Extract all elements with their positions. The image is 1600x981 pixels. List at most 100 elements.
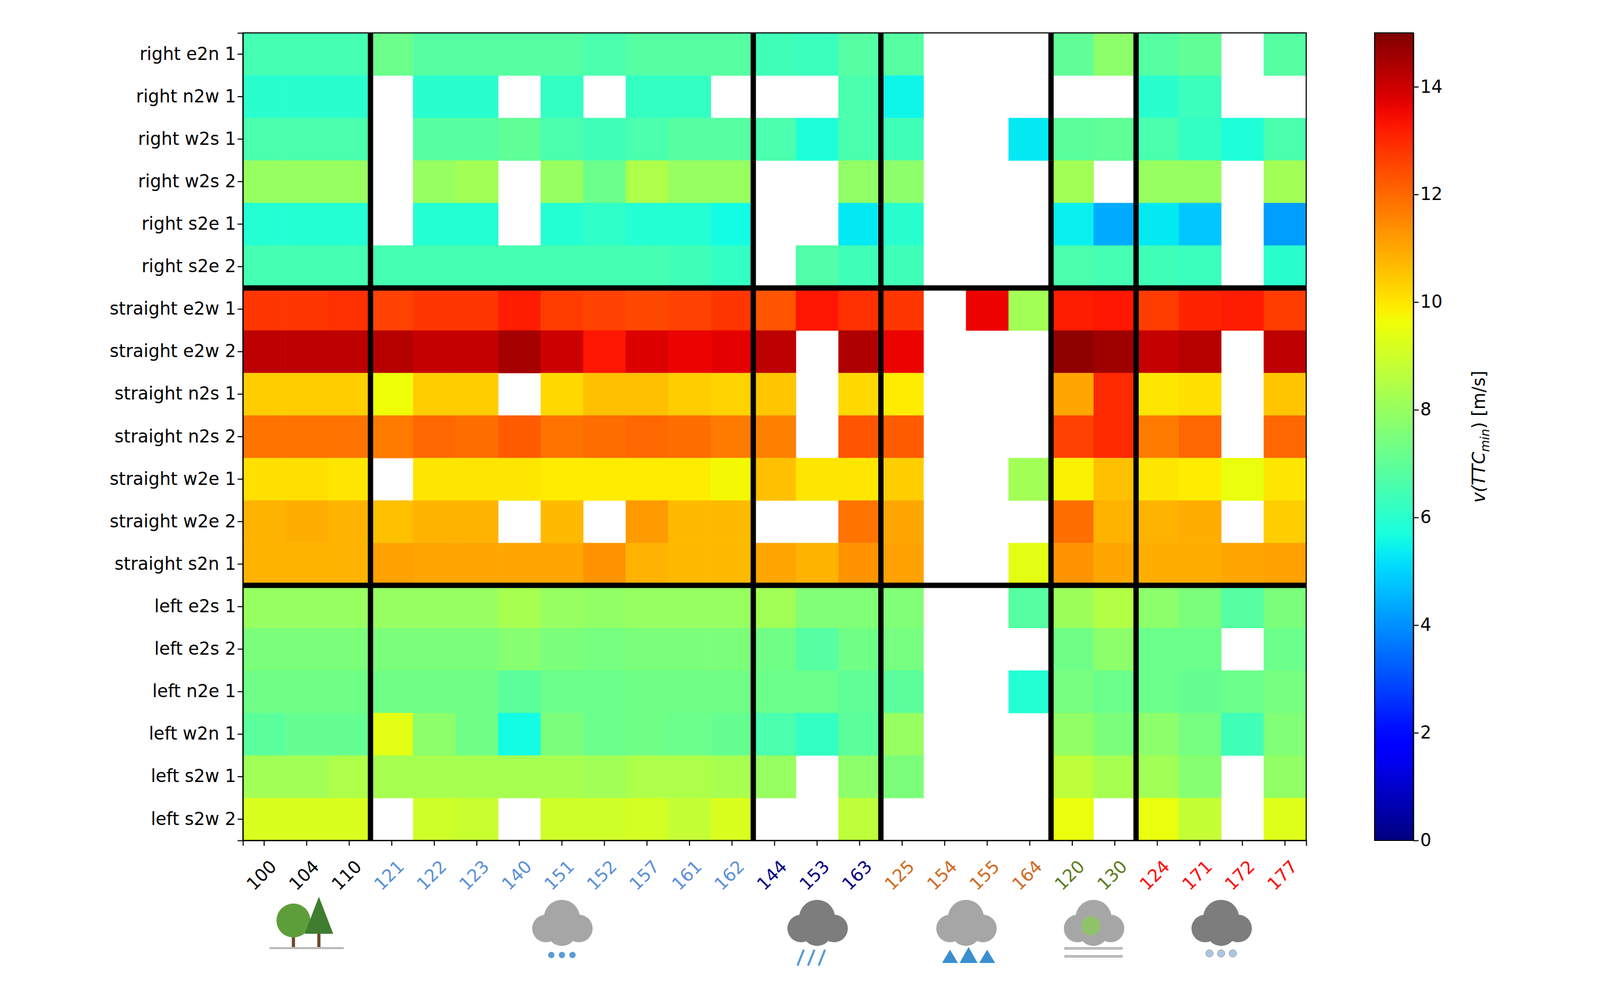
heat-cell [710,797,754,841]
heat-cell [413,500,457,544]
heat-cell [583,797,627,841]
heat-cell [1008,117,1052,161]
heat-cell [1051,245,1095,289]
heat-cell [838,287,882,331]
heat-cell [242,500,286,544]
y-tick-mark [237,393,243,395]
heat-cell [540,627,584,671]
x-tick-mark [986,840,989,846]
heat-cell [455,415,499,459]
heat-cell [583,712,627,756]
heat-cell [710,500,754,544]
colorbar-tick-mark [1413,301,1419,303]
plot-frame [242,32,1307,841]
heat-cell [370,627,414,671]
heat-cell [540,160,584,204]
heat-cell [370,584,414,628]
heat-cell [413,330,457,374]
heat-cell [242,160,286,204]
heat-cell [327,627,371,671]
y-tick: straight w2e 1 [109,468,243,489]
heat-cell [1093,500,1137,544]
heat-cell [625,32,669,76]
heat-cell [327,500,371,544]
heat-cell [710,160,754,204]
heat-cell [1221,542,1265,586]
heat-cell [838,75,882,119]
heat-cell [1093,670,1137,714]
heat-cell [370,670,414,714]
heat-cell [413,75,457,119]
heat-cell [540,542,584,586]
heat-cell [625,584,669,628]
heat-cell [583,372,627,416]
heat-cell [1263,797,1307,841]
heat-cell [880,75,924,119]
heat-cell [455,330,499,374]
heat-cell [370,415,414,459]
heat-cell [327,117,371,161]
heat-cell [497,415,541,459]
heat-cell [838,542,882,586]
heat-cell [625,287,669,331]
heat-cell [796,457,839,501]
y-tick: right e2n 1 [139,43,243,65]
heat-cell [1263,32,1307,76]
heat-cell [327,160,371,204]
heat-cell [1135,330,1179,374]
heat-cell [625,712,669,756]
x-axis-line [243,840,1307,846]
heat-cell [370,372,414,416]
y-tick-label: left e2s 1 [154,595,236,617]
heat-cell [1178,75,1222,119]
heat-cell [1051,32,1095,76]
heat-cell [838,202,882,246]
heat-cell [1093,584,1137,628]
heat-cell [242,755,286,799]
heat-cell [242,245,286,289]
colorbar-tick-label: 0 [1420,829,1432,851]
y-tick: straight w2e 2 [109,510,243,532]
y-tick: right s2e 2 [141,255,243,277]
heat-cell [1178,330,1222,374]
heat-cell [1093,457,1137,501]
colorbar-tick-mark [1413,194,1419,196]
heat-cell [583,457,627,501]
x-tick: 172 [1220,840,1259,895]
heat-cell [540,75,584,119]
colorbar-tick-mark [1413,732,1419,734]
heat-cell [668,542,712,586]
heat-cell [1263,160,1307,204]
heat-cell [540,245,584,289]
y-tick: left e2s 2 [154,637,243,659]
heat-cell [327,542,371,586]
heat-cell [838,670,882,714]
heat-cell [1221,457,1265,501]
heat-cell [1135,500,1179,544]
heat-cell [540,755,584,799]
heat-cell [583,670,627,714]
heat-cell [1263,330,1307,374]
colorbar-tick-label: 2 [1420,721,1432,743]
heat-cell [285,542,329,586]
colorbar-tick-label: 8 [1420,398,1432,420]
heat-cell [668,287,712,331]
heat-cell [1135,755,1179,799]
x-tick-mark [1029,840,1031,846]
heat-cell [1135,202,1179,246]
heat-cell [625,245,669,289]
heat-cell [497,542,541,586]
x-tick-label: 130 [1093,855,1132,894]
heat-cell [497,670,541,714]
weather-icon [936,899,997,963]
heat-cell [838,584,882,628]
heat-cell [455,160,499,204]
x-tick-mark [859,840,861,846]
x-tick-mark [1199,840,1201,846]
colorbar-tick: 4 [1413,614,1432,635]
heat-cell [838,32,882,76]
heat-cell [455,32,499,76]
x-tick-label: 161 [667,855,706,894]
weather-icon [1191,899,1253,957]
heat-cell [413,245,457,289]
